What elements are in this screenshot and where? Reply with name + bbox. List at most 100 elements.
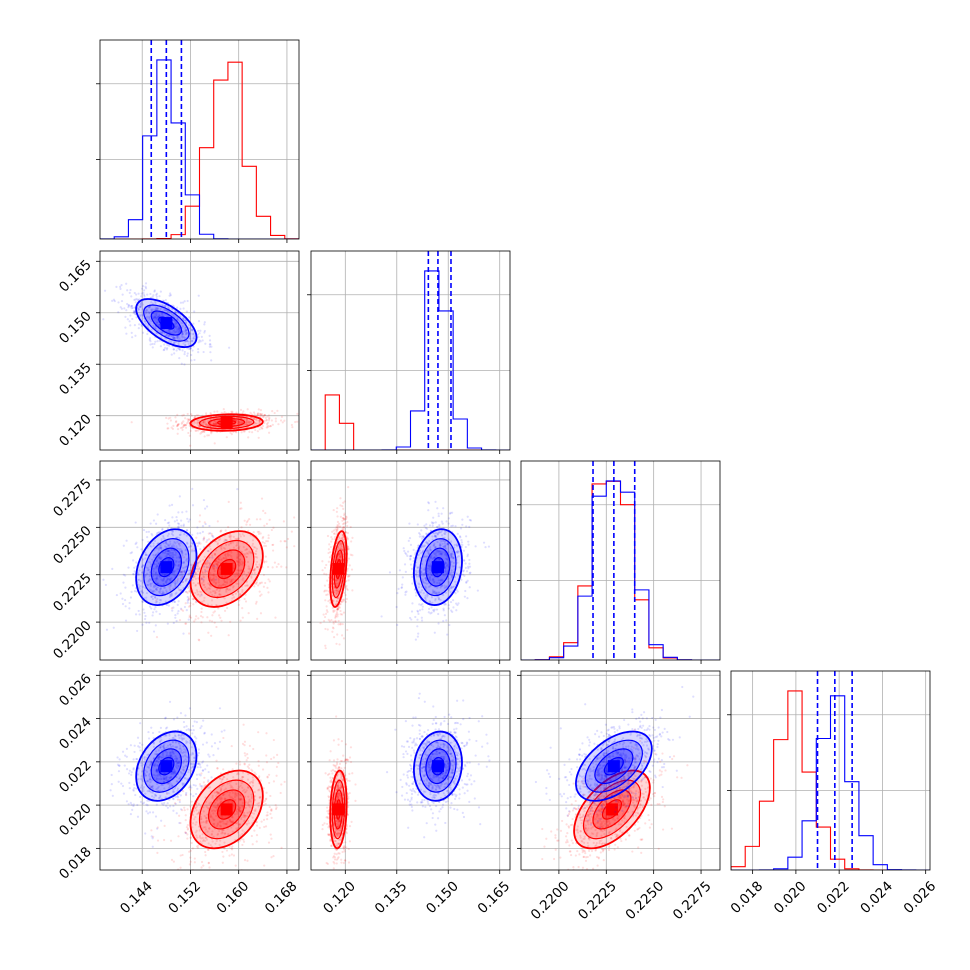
sample-point	[348, 574, 351, 577]
sample-point	[198, 339, 201, 342]
sample-point	[178, 328, 181, 331]
sample-point	[445, 565, 448, 568]
sample-point	[200, 610, 203, 614]
sample-point	[335, 510, 338, 513]
sample-point	[436, 525, 439, 528]
sample-point	[140, 571, 144, 574]
sample-point	[424, 599, 427, 602]
sample-point	[232, 798, 235, 801]
sample-point	[342, 528, 345, 532]
sample-point	[175, 326, 178, 329]
sample-point	[138, 298, 141, 301]
sample-point	[336, 583, 339, 586]
sample-point	[154, 596, 157, 599]
sample-point	[220, 820, 224, 823]
sample-point	[442, 507, 445, 510]
sample-point	[339, 622, 342, 625]
sample-point	[251, 816, 254, 819]
sample-point	[468, 518, 471, 522]
sample-point	[179, 574, 182, 577]
sample-point	[239, 558, 242, 561]
sample-point	[174, 311, 177, 314]
sample-point	[163, 824, 166, 827]
sample-point	[156, 546, 159, 550]
sample-point	[162, 536, 165, 539]
sample-point	[133, 570, 136, 573]
sample-point	[195, 845, 199, 848]
sample-point	[144, 553, 148, 557]
sample-point	[237, 537, 240, 540]
histogram-blue	[521, 480, 720, 660]
sample-point	[117, 301, 120, 304]
sample-point	[324, 599, 327, 602]
sample-point	[439, 586, 442, 589]
sample-point	[211, 565, 214, 568]
sample-point	[432, 544, 436, 547]
sample-point	[127, 304, 130, 307]
sample-point	[339, 613, 342, 616]
sample-point	[460, 541, 464, 544]
sample-point	[207, 631, 210, 634]
sample-point	[340, 547, 343, 550]
sample-point	[283, 780, 286, 783]
sample-point	[184, 328, 187, 332]
sample-point	[204, 423, 208, 426]
sample-point	[192, 337, 195, 340]
sample-point	[260, 497, 264, 500]
sample-point	[199, 548, 202, 551]
sample-point	[191, 329, 194, 332]
sample-point	[234, 798, 237, 802]
sample-point	[237, 547, 240, 550]
sample-point	[186, 354, 189, 357]
sample-point	[425, 532, 428, 535]
sample-point	[199, 432, 202, 435]
sample-point	[223, 538, 226, 541]
sample-point	[338, 643, 341, 646]
sample-point	[166, 346, 169, 350]
sample-point	[333, 532, 336, 535]
sample-point	[183, 340, 187, 343]
sample-point	[237, 823, 240, 827]
sample-point	[222, 736, 225, 740]
sample-point	[343, 541, 346, 544]
sample-point	[265, 560, 268, 563]
sample-point	[151, 534, 154, 537]
sample-point	[447, 538, 450, 541]
sample-point	[248, 744, 252, 747]
sample-point	[166, 782, 170, 785]
sample-point	[231, 791, 234, 794]
sample-point	[153, 316, 156, 319]
sample-point	[159, 546, 162, 550]
sample-point	[156, 319, 159, 322]
sample-point	[271, 549, 275, 552]
sample-point	[206, 566, 209, 569]
sample-point	[171, 553, 174, 557]
sample-point	[158, 598, 161, 601]
sample-point	[149, 292, 152, 296]
sample-point	[182, 523, 185, 526]
sample-point	[152, 544, 155, 547]
sample-point	[218, 567, 222, 570]
sample-point	[198, 783, 202, 786]
sample-point	[140, 324, 143, 328]
sample-point	[260, 581, 264, 584]
sample-point	[178, 338, 181, 341]
sample-point	[217, 557, 220, 561]
sample-point	[181, 573, 184, 576]
sample-point	[222, 579, 226, 582]
sample-point	[184, 602, 187, 605]
sample-point	[272, 756, 275, 759]
sample-point	[158, 295, 161, 298]
sample-point	[448, 512, 452, 515]
sample-point	[265, 814, 268, 817]
sample-point	[388, 571, 392, 574]
sample-point	[165, 554, 169, 558]
sample-point	[346, 520, 349, 524]
sample-point	[463, 559, 466, 562]
sample-point	[135, 629, 139, 633]
sample-point	[202, 576, 206, 579]
sample-point	[183, 363, 186, 366]
sample-point	[345, 579, 348, 583]
sample-point	[337, 606, 340, 609]
sample-point	[178, 563, 181, 566]
